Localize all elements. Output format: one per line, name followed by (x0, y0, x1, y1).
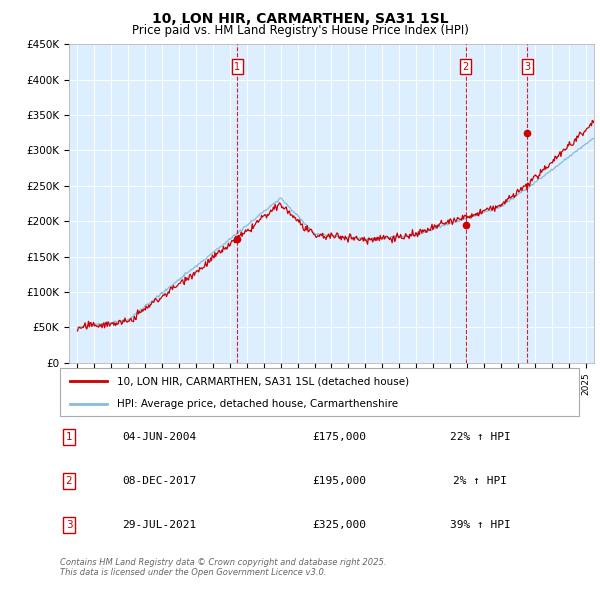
Text: Price paid vs. HM Land Registry's House Price Index (HPI): Price paid vs. HM Land Registry's House … (131, 24, 469, 37)
Text: 1: 1 (234, 62, 240, 72)
Text: 10, LON HIR, CARMARTHEN, SA31 1SL: 10, LON HIR, CARMARTHEN, SA31 1SL (152, 12, 448, 26)
Text: £175,000: £175,000 (312, 432, 366, 442)
Text: £325,000: £325,000 (312, 520, 366, 530)
Text: 10, LON HIR, CARMARTHEN, SA31 1SL (detached house): 10, LON HIR, CARMARTHEN, SA31 1SL (detac… (117, 376, 409, 386)
Text: 2: 2 (65, 476, 73, 486)
Text: 22% ↑ HPI: 22% ↑ HPI (449, 432, 511, 442)
Text: 08-DEC-2017: 08-DEC-2017 (122, 476, 196, 486)
Text: £195,000: £195,000 (312, 476, 366, 486)
Text: 3: 3 (65, 520, 73, 530)
Text: 04-JUN-2004: 04-JUN-2004 (122, 432, 196, 442)
Text: HPI: Average price, detached house, Carmarthenshire: HPI: Average price, detached house, Carm… (117, 399, 398, 409)
Text: 3: 3 (524, 62, 530, 72)
FancyBboxPatch shape (60, 368, 579, 416)
Text: 2% ↑ HPI: 2% ↑ HPI (453, 476, 507, 486)
Text: 2: 2 (463, 62, 469, 72)
Text: Contains HM Land Registry data © Crown copyright and database right 2025.
This d: Contains HM Land Registry data © Crown c… (60, 558, 386, 577)
Text: 39% ↑ HPI: 39% ↑ HPI (449, 520, 511, 530)
Text: 1: 1 (65, 432, 73, 442)
Text: 29-JUL-2021: 29-JUL-2021 (122, 520, 196, 530)
